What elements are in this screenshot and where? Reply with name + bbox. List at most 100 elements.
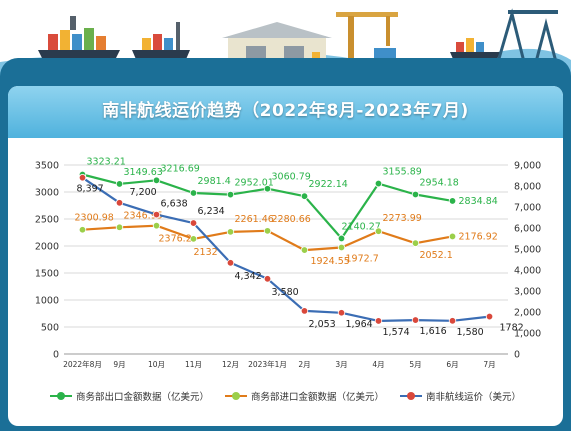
data-point (337, 234, 346, 243)
data-point (152, 210, 161, 219)
data-label: 3149.63 (124, 167, 163, 178)
data-point (411, 239, 420, 247)
data-label: 2952.01 (235, 178, 274, 189)
chart-panel (8, 86, 563, 426)
x-tick-label: 2月 (298, 360, 310, 369)
data-label: 2834.84 (459, 196, 498, 207)
data-label: 1924.55 (311, 256, 350, 267)
legend-label-export: 商务部出口金额数据（亿美元） (75, 392, 209, 403)
data-label: 1972.7 (346, 253, 379, 264)
data-point (78, 226, 87, 234)
data-label: 1,964 (346, 319, 373, 330)
data-point (448, 317, 457, 325)
data-label: 2376.2 (159, 234, 192, 245)
data-label: 2954.18 (420, 177, 459, 188)
data-label: 2273.99 (383, 213, 422, 224)
data-point (411, 316, 420, 324)
legend-swatch-import (224, 391, 247, 401)
data-point (485, 312, 494, 321)
data-label: 2300.98 (75, 213, 114, 224)
y-right-tick-label: 3,000 (514, 287, 541, 298)
data-label: 6,234 (198, 206, 225, 217)
data-label: 4,342 (235, 271, 262, 282)
data-point (263, 185, 272, 193)
data-label: 2261.46 (235, 214, 274, 225)
title-bar (8, 86, 563, 138)
data-point (300, 192, 309, 200)
y-right-tick-label: 7,000 (514, 203, 541, 214)
data-label: 1,574 (383, 327, 410, 338)
chart-legend: 商务部出口金额数据（亿美元） 商务部进口金额数据（亿美元） 南非航线运价（美元） (0, 389, 571, 403)
y-left-tick-label: 2500 (35, 215, 59, 226)
data-point (189, 235, 198, 243)
data-label: 3323.21 (87, 157, 126, 168)
data-label: 1,616 (420, 326, 447, 337)
y-right-tick-label: 4,000 (514, 266, 541, 277)
data-label: 3,580 (272, 287, 299, 298)
data-label: 2981.4 (198, 176, 231, 187)
x-tick-label: 2022年8月 (63, 359, 102, 369)
data-point (189, 189, 198, 197)
y-right-tick-label: 8,000 (514, 182, 541, 193)
data-label: 2280.66 (272, 214, 311, 225)
x-tick-label: 12月 (222, 360, 239, 369)
data-point (337, 309, 346, 317)
data-label: 2346.95 (124, 210, 163, 221)
data-label: 2132 (194, 247, 218, 258)
y-right-tick-label: 9,000 (514, 161, 541, 172)
x-tick-label: 2023年1月 (248, 359, 287, 369)
data-label: 2140.27 (342, 221, 381, 232)
data-point (226, 190, 235, 199)
y-right-tick-label: 1,000 (514, 329, 541, 340)
legend-swatch-export (49, 391, 72, 401)
x-tick-label: 3月 (335, 360, 347, 369)
data-point (263, 275, 272, 283)
data-point (226, 228, 235, 236)
data-point (263, 227, 272, 235)
y-right-tick-label: 5,000 (514, 245, 541, 256)
x-tick-label: 9月 (113, 360, 125, 369)
y-left-tick-label: 0 (53, 350, 59, 361)
data-point (374, 179, 383, 188)
data-point (115, 180, 124, 188)
data-point (115, 223, 124, 231)
data-label: 2,053 (309, 319, 336, 330)
chart-title: 南非航线运价趋势（2022年8月-2023年7月) (102, 101, 469, 121)
data-label: 2052.1 (420, 250, 453, 261)
y-left-tick-label: 1500 (35, 269, 59, 280)
x-tick-label: 5月 (409, 360, 421, 369)
legend-item-import: 商务部进口金额数据（亿美元） (224, 389, 384, 403)
y-left-tick-label: 2000 (35, 242, 59, 253)
data-point (374, 227, 383, 235)
data-point (448, 232, 457, 241)
x-tick-label: 7月 (483, 360, 495, 369)
data-label: 3155.89 (383, 167, 422, 178)
data-point (152, 221, 161, 230)
data-point (374, 317, 383, 325)
y-right-tick-label: 6,000 (514, 224, 541, 235)
data-point (226, 259, 235, 267)
y-right-tick-label: 0 (514, 350, 520, 361)
data-label: 1,580 (457, 327, 484, 338)
data-point (337, 243, 346, 252)
data-point (115, 199, 124, 207)
data-point (78, 173, 87, 182)
data-label: 3060.79 (272, 172, 311, 183)
legend-label-import: 商务部进口金额数据（亿美元） (250, 392, 384, 403)
x-tick-label: 11月 (185, 360, 202, 369)
data-label: 7,200 (130, 187, 157, 198)
x-tick-label: 4月 (372, 360, 384, 369)
data-point (300, 246, 309, 254)
data-label: 2176.92 (459, 231, 498, 242)
y-left-tick-label: 1000 (35, 296, 59, 307)
legend-item-freight: 南非航线运价（美元） (400, 389, 521, 403)
y-right-tick-label: 2,000 (514, 308, 541, 319)
y-left-tick-label: 3500 (35, 161, 59, 172)
x-tick-label: 10月 (148, 360, 165, 369)
y-left-tick-label: 500 (41, 323, 59, 334)
series-line (81, 176, 490, 322)
y-left-tick-label: 3000 (35, 188, 59, 199)
data-label: 8,397 (77, 184, 104, 195)
legend-swatch-freight (400, 391, 422, 401)
